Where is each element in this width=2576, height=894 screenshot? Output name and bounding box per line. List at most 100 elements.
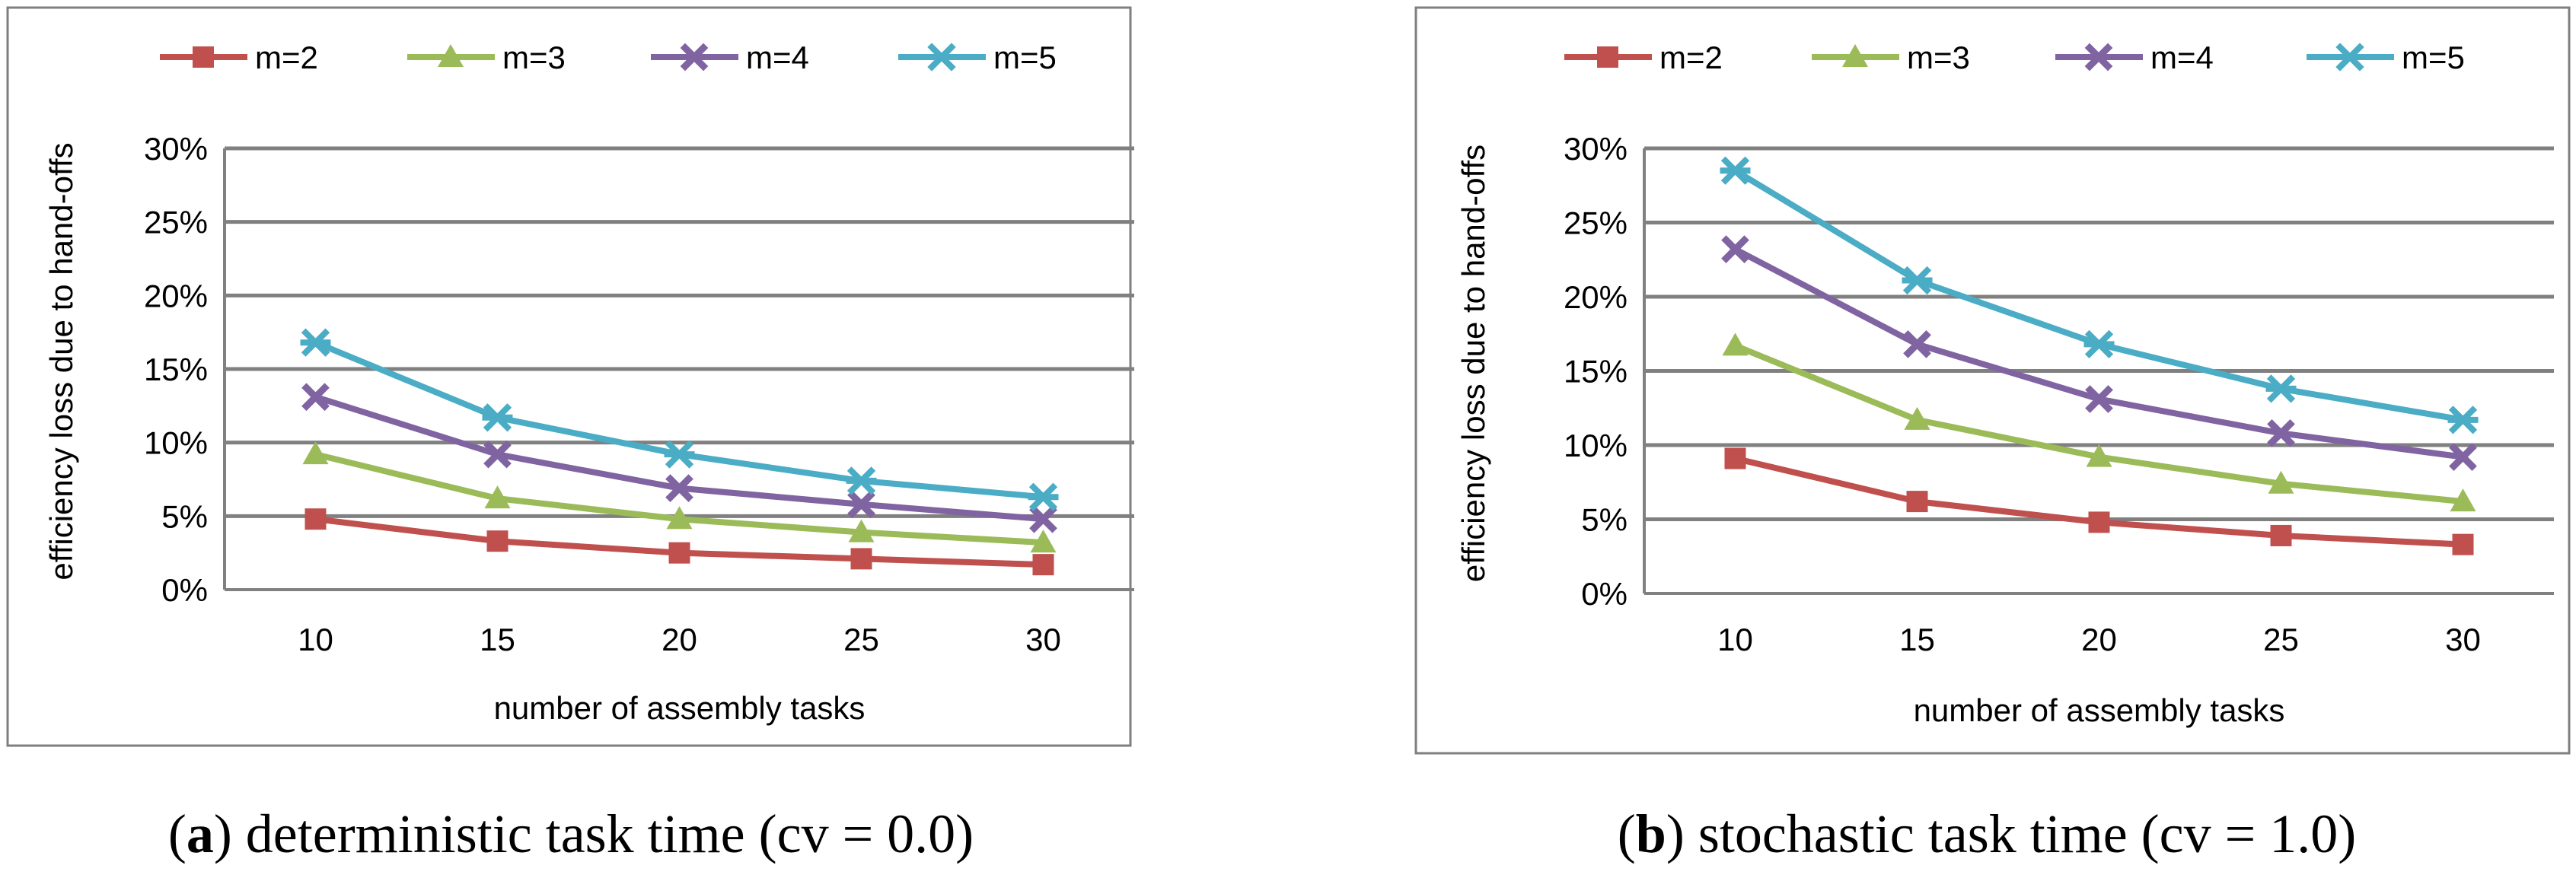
data-point-m=2 bbox=[668, 542, 690, 564]
caption-text: stochastic task time (cv = 1.0) bbox=[1698, 803, 2356, 864]
legend-marker bbox=[193, 46, 214, 68]
data-point-m=2 bbox=[1724, 447, 1746, 469]
series-line-m=5 bbox=[314, 339, 1044, 501]
data-point-m=2 bbox=[1906, 491, 1928, 513]
data-point-m=5 bbox=[2265, 374, 2297, 403]
legend-marker bbox=[2335, 43, 2365, 72]
x-tick-label: 30 bbox=[2445, 622, 2481, 657]
data-point-m=5 bbox=[664, 440, 695, 469]
data-point-m=5 bbox=[1720, 156, 1751, 185]
y-axis-label: efficiency loss due to hand-offs bbox=[1455, 145, 1491, 582]
series-line-m=4 bbox=[1733, 247, 2464, 460]
panel-caption: (b) stochastic task time (cv = 1.0) bbox=[1618, 803, 2356, 864]
legend-marker bbox=[438, 44, 464, 67]
data-point-m=3 bbox=[1722, 332, 1749, 356]
series-m=2 bbox=[304, 508, 1054, 576]
y-tick-label: 20% bbox=[144, 278, 208, 313]
x-tick-label: 10 bbox=[1717, 622, 1753, 657]
data-point-m=2 bbox=[2088, 511, 2110, 533]
data-point-m=3 bbox=[302, 441, 329, 465]
legend-label: m=3 bbox=[502, 40, 566, 75]
x-tick-label: 20 bbox=[2081, 622, 2117, 657]
x-tick-label: 20 bbox=[662, 622, 697, 657]
y-tick-label: 20% bbox=[1564, 279, 1628, 315]
data-point-m=4 bbox=[847, 490, 875, 519]
x-tick-label: 15 bbox=[1899, 622, 1935, 657]
x-tick-label: 15 bbox=[480, 622, 515, 657]
data-point-m=4 bbox=[2449, 443, 2477, 471]
legend-marker bbox=[926, 43, 957, 72]
panel-caption: (a) deterministic task time (cv = 0.0) bbox=[168, 803, 974, 864]
legend-item-m=2: m=2 bbox=[160, 40, 318, 75]
legend-marker bbox=[2084, 43, 2113, 72]
y-tick-label: 25% bbox=[144, 205, 208, 240]
x-tick-label: 10 bbox=[298, 622, 333, 657]
legend-label: m=4 bbox=[746, 40, 809, 75]
data-point-m=4 bbox=[301, 383, 330, 412]
data-point-m=3 bbox=[848, 519, 875, 542]
y-tick-label: 15% bbox=[1564, 354, 1628, 390]
series-m=3 bbox=[1722, 332, 2476, 512]
data-point-m=4 bbox=[2267, 419, 2295, 447]
chart-frame bbox=[6, 6, 1132, 747]
y-axis-label: efficiency loss due to hand-offs bbox=[43, 142, 79, 580]
legend-label: m=2 bbox=[1659, 40, 1723, 75]
y-tick-label: 5% bbox=[1581, 502, 1628, 538]
data-point-m=5 bbox=[300, 328, 331, 357]
series-m=3 bbox=[302, 441, 1057, 553]
y-tick-label: 10% bbox=[1564, 428, 1628, 463]
legend-item-m=3: m=3 bbox=[1812, 40, 1970, 75]
data-point-m=5 bbox=[2447, 406, 2479, 434]
data-point-m=4 bbox=[1721, 235, 1749, 263]
data-point-m=3 bbox=[1030, 530, 1057, 553]
x-tick-label: 25 bbox=[2263, 622, 2299, 657]
y-tick-label: 15% bbox=[144, 352, 208, 387]
legend-item-m=3: m=3 bbox=[407, 40, 566, 75]
legend-label: m=2 bbox=[255, 40, 318, 75]
legend-marker bbox=[680, 43, 709, 72]
y-tick-label: 0% bbox=[1581, 576, 1628, 612]
x-tick-label: 25 bbox=[843, 622, 879, 657]
legend-item-m=4: m=4 bbox=[2055, 40, 2214, 75]
legend-label: m=4 bbox=[2150, 40, 2214, 75]
legend-item-m=2: m=2 bbox=[1564, 40, 1723, 75]
legend-item-m=5: m=5 bbox=[2307, 40, 2465, 75]
data-point-m=4 bbox=[1029, 504, 1057, 533]
data-point-m=4 bbox=[665, 474, 693, 502]
data-point-m=2 bbox=[2270, 524, 2292, 546]
legend-label: m=5 bbox=[2402, 40, 2465, 75]
y-tick-label: 25% bbox=[1564, 205, 1628, 241]
y-tick-label: 0% bbox=[161, 572, 208, 608]
chart-frame bbox=[1414, 6, 2571, 755]
x-axis-label: number of assembly tasks bbox=[1914, 692, 2285, 728]
legend-item-m=5: m=5 bbox=[898, 40, 1057, 75]
legend-marker bbox=[1842, 44, 1868, 67]
series-m=2 bbox=[1724, 447, 2474, 555]
data-point-m=5 bbox=[2083, 329, 2115, 359]
legend-label: m=5 bbox=[993, 40, 1057, 75]
data-point-m=2 bbox=[850, 548, 872, 570]
series-m=4 bbox=[1721, 235, 2477, 471]
panel-letter: a bbox=[187, 803, 214, 864]
legend-label: m=3 bbox=[1907, 40, 1970, 75]
series-m=4 bbox=[301, 383, 1057, 533]
data-point-m=2 bbox=[486, 530, 509, 552]
data-point-m=3 bbox=[666, 506, 693, 530]
data-point-m=2 bbox=[1032, 554, 1054, 576]
caption-text: deterministic task time (cv = 0.0) bbox=[246, 803, 974, 864]
y-tick-label: 10% bbox=[144, 425, 208, 461]
data-point-m=4 bbox=[1903, 330, 1931, 358]
data-point-m=3 bbox=[2450, 488, 2476, 512]
x-tick-label: 30 bbox=[1025, 622, 1061, 657]
panel-b-chart: 0% 5% 10% 15% 20% 25% 30% 10 15 20 25 30 number of a… bbox=[1414, 6, 2571, 864]
data-point-m=3 bbox=[1904, 406, 1930, 430]
data-point-m=4 bbox=[2085, 385, 2113, 413]
legend-marker bbox=[1597, 46, 1618, 68]
data-point-m=5 bbox=[482, 403, 513, 432]
series-m=5 bbox=[1720, 156, 2479, 434]
legend-item-m=4: m=4 bbox=[651, 40, 809, 75]
data-point-m=3 bbox=[2268, 470, 2294, 494]
data-point-m=4 bbox=[483, 440, 512, 469]
data-point-m=2 bbox=[304, 508, 327, 530]
